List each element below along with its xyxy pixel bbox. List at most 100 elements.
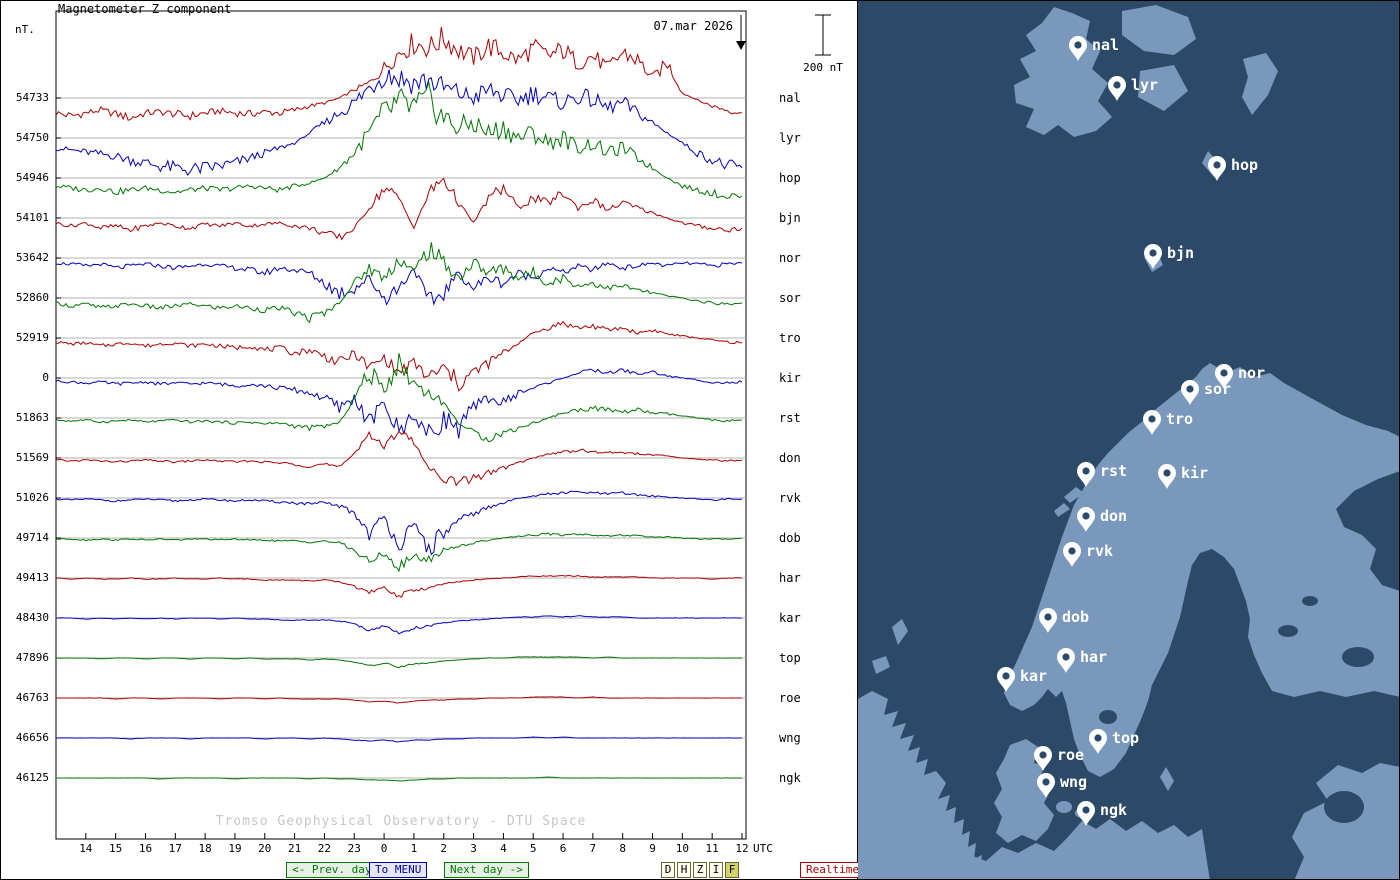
page-title: Magnetometer Z component <box>58 2 232 16</box>
map-pin-hole-icon <box>1082 512 1090 520</box>
map-pin-hole-icon <box>1149 249 1157 257</box>
map-pin-kir: kir <box>1158 464 1208 489</box>
y-axis-label-bjn: 54101 <box>15 211 49 224</box>
map-station-label-kar: kar <box>1020 667 1047 685</box>
station-label-top: top <box>779 651 801 665</box>
y-axis-label-wng: 46656 <box>15 731 49 744</box>
trace-sor <box>55 242 743 324</box>
y-axis-label-lyr: 54750 <box>15 131 49 144</box>
watermark: Tromso Geophysical Observatory - DTU Spa… <box>215 814 587 829</box>
y-axis-label-top: 47896 <box>15 651 49 664</box>
map-pin-bjn: bjn <box>1144 244 1194 269</box>
x-axis-label-14: 14 <box>79 842 93 855</box>
y-axis-label-rst: 51863 <box>15 411 49 424</box>
trace-kar <box>56 615 743 635</box>
station-label-kir: kir <box>779 371 801 385</box>
x-axis-label-0: 0 <box>380 842 388 855</box>
y-axis-label-kir: 0 <box>42 371 49 384</box>
land-lofoten-2 <box>1054 503 1070 517</box>
y-axis-label-don: 51569 <box>15 451 49 464</box>
prev-day-button[interactable]: <- Prev. day <box>286 862 378 878</box>
y-axis-label-nor: 53642 <box>15 251 49 264</box>
component-z-button[interactable]: Z <box>693 862 707 878</box>
trace-dob <box>55 532 743 573</box>
land-scandinavia <box>1004 363 1399 777</box>
x-axis-label-20: 20 <box>258 842 272 855</box>
trace-lyr <box>55 69 743 177</box>
map-station-label-wng: wng <box>1060 773 1087 791</box>
station-map-panel: nal lyr hop bjn nor sor tro rst kir don rvk dob har k… <box>858 1 1399 879</box>
station-label-rvk: rvk <box>779 491 801 505</box>
land-lofoten-1 <box>1064 487 1084 503</box>
y-axis-label-tro: 52919 <box>15 331 49 344</box>
map-pin-lyr: lyr <box>1108 76 1158 101</box>
x-axis-label-21: 21 <box>287 842 302 855</box>
station-label-roe: roe <box>779 691 801 705</box>
station-label-nor: nor <box>779 251 801 265</box>
x-axis-label-12: 12 <box>735 842 749 855</box>
map-station-label-hop: hop <box>1231 156 1258 174</box>
plot-frame <box>55 10 747 840</box>
map-pin-ngk: ngk <box>1077 801 1127 826</box>
map-pin-hole-icon <box>1074 41 1082 49</box>
x-axis-label-22: 22 <box>317 842 332 855</box>
lake-vanern <box>1099 710 1117 724</box>
y-axis-label-rvk: 51026 <box>15 491 49 504</box>
map-pin-nor: nor <box>1215 364 1265 389</box>
station-label-wng: wng <box>779 731 801 745</box>
x-axis-label-8: 8 <box>619 842 626 855</box>
component-d-button[interactable]: D <box>661 862 675 878</box>
map-pin-hole-icon <box>1094 734 1102 742</box>
date-label: 07.mar 2026 <box>653 19 733 33</box>
map-pin-hole-icon <box>1068 547 1076 555</box>
next-day-button[interactable]: Next day -> <box>444 862 529 878</box>
trace-wng <box>56 736 742 743</box>
x-axis-label-6: 6 <box>559 842 567 855</box>
map-pin-roe: roe <box>1034 746 1084 771</box>
land-germany-coast <box>958 819 1210 879</box>
map-station-label-bjn: bjn <box>1167 244 1194 262</box>
map-pin-hole-icon <box>1002 672 1010 680</box>
x-axis-label-1: 1 <box>410 842 418 855</box>
magnetogram-panel: Magnetometer Z component nT. 07.mar 2026… <box>1 1 865 879</box>
map-pin-hop: hop <box>1208 156 1258 181</box>
land-shetland <box>892 619 908 645</box>
map-station-label-sor: sor <box>1204 380 1231 398</box>
lake-ladoga <box>1342 647 1374 667</box>
map-pin-hole-icon <box>1220 369 1228 377</box>
date-arrow-head-icon <box>736 41 746 50</box>
land-edgeoya <box>1138 65 1188 111</box>
map-pin-kar: kar <box>997 667 1047 692</box>
map-station-label-tro: tro <box>1166 410 1193 428</box>
lake-finland-1 <box>1278 625 1298 637</box>
component-f-button[interactable]: F <box>725 862 739 878</box>
map-station-label-har: har <box>1080 648 1107 666</box>
x-axis-label-11: 11 <box>705 842 719 855</box>
x-axis-label-3: 3 <box>470 842 477 855</box>
component-i-button[interactable]: I <box>709 862 723 878</box>
map-station-label-roe: roe <box>1057 746 1084 764</box>
component-h-button[interactable]: H <box>677 862 691 878</box>
x-axis-label-19: 19 <box>228 842 242 855</box>
trace-ngk <box>56 776 743 782</box>
map-pin-hole-icon <box>1213 161 1221 169</box>
x-axis-label-17: 17 <box>168 842 182 855</box>
x-axis-label-18: 18 <box>198 842 212 855</box>
station-label-har: har <box>779 571 801 585</box>
land-sjaelland <box>1056 801 1072 813</box>
map-pin-hole-icon <box>1042 778 1050 786</box>
map-station-label-nal: nal <box>1092 36 1119 54</box>
lake-finland-2 <box>1302 596 1318 606</box>
to-menu-button[interactable]: To MENU <box>369 862 428 878</box>
y-axis-label-dob: 49714 <box>15 531 49 544</box>
land-jutland <box>994 739 1054 843</box>
map-pin-don: don <box>1077 507 1127 532</box>
station-label-ngk: ngk <box>779 771 801 785</box>
map-station-label-don: don <box>1100 507 1127 525</box>
y-axis-label-kar: 48430 <box>15 611 49 624</box>
trace-rst <box>55 353 743 443</box>
realtime-button[interactable]: Realtime <box>800 862 865 878</box>
x-axis-label-10: 10 <box>675 842 689 855</box>
